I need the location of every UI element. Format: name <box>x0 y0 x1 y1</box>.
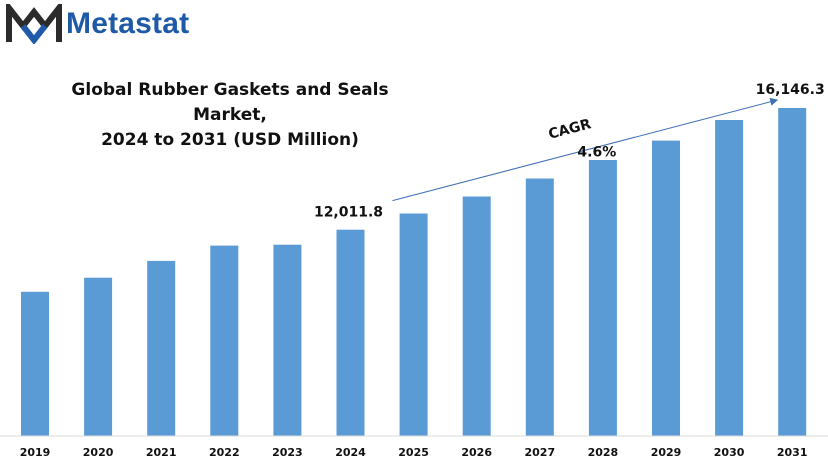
x-tick-label-2019: 2019 <box>20 446 51 459</box>
bar-2022 <box>210 245 239 436</box>
metastat-logo-icon <box>6 4 62 44</box>
x-tick-label-2030: 2030 <box>714 446 745 459</box>
x-tick-label-2031: 2031 <box>777 446 808 459</box>
x-tick-label-2028: 2028 <box>588 446 619 459</box>
x-tick-label-2027: 2027 <box>524 446 555 459</box>
x-tick-label-2020: 2020 <box>83 446 114 459</box>
cagr-arrow <box>392 97 779 202</box>
data-label-2031: 16,146.3 <box>756 82 825 98</box>
bar-2029 <box>652 140 680 436</box>
x-axis-tick-labels: 2019 2020 2021 2022 2023 2024 2025 2026 2027 2028… <box>20 446 808 459</box>
x-tick-label-2023: 2023 <box>272 446 303 459</box>
x-tick-label-2024: 2024 <box>335 446 366 459</box>
bar-2026 <box>462 196 491 436</box>
brand-logo: Metastat <box>6 4 189 44</box>
x-tick-label-2021: 2021 <box>146 446 177 459</box>
bar-2027 <box>525 178 554 436</box>
brand-name: Metastat <box>66 7 190 40</box>
cagr-label: CAGR <box>547 116 593 143</box>
x-tick-label-2025: 2025 <box>398 446 429 459</box>
data-label-2024: 12,011.8 <box>314 205 383 221</box>
bar-2021 <box>147 260 176 436</box>
chart-title-line-2: 2024 to 2031 (USD Million) <box>101 130 359 150</box>
chart-title: Global Rubber Gaskets and Seals Market, … <box>40 78 420 153</box>
chart-title-line-1: Global Rubber Gaskets and Seals Market, <box>71 80 389 125</box>
cagr-value: 4.6% <box>577 144 616 160</box>
bar-2019 <box>21 291 49 436</box>
bar-series <box>21 108 807 436</box>
x-tick-label-2022: 2022 <box>209 446 240 459</box>
data-labels: 12,011.8 16,146.3 <box>314 82 825 221</box>
x-tick-label-2026: 2026 <box>461 446 492 459</box>
bar-2025 <box>399 213 428 436</box>
bar-2023 <box>273 244 302 436</box>
x-tick-label-2029: 2029 <box>651 446 682 459</box>
bar-2020 <box>84 277 113 436</box>
bar-2024 <box>336 229 365 436</box>
bar-2028 <box>588 160 617 436</box>
bar-2030 <box>715 120 744 436</box>
bar-2031 <box>778 108 807 436</box>
